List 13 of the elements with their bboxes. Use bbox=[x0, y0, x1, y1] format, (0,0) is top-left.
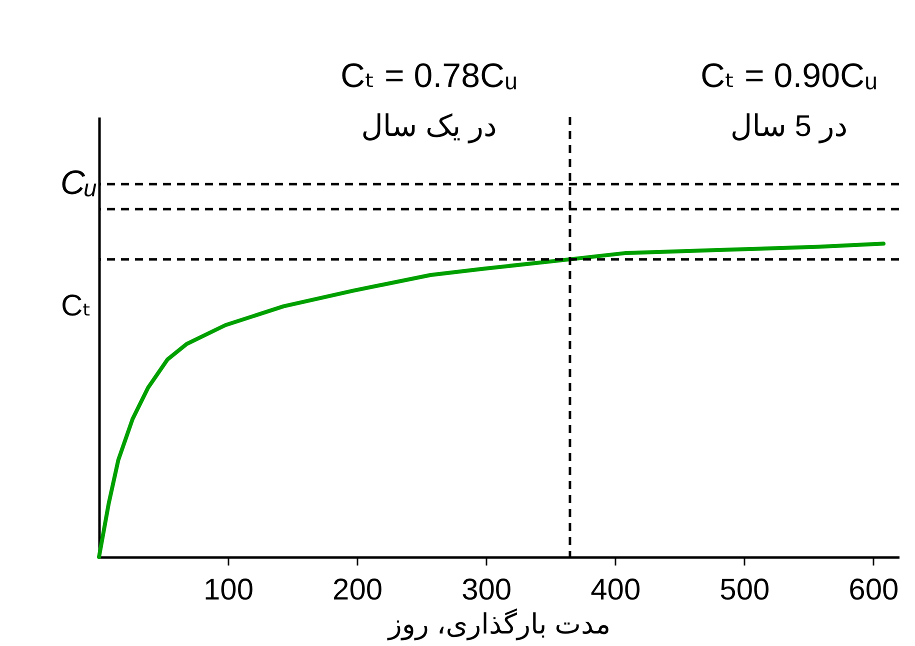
x-tick-label: 200 bbox=[332, 574, 383, 606]
text: در 5 سال bbox=[730, 110, 848, 144]
x-tick-label: 100 bbox=[204, 574, 254, 606]
text: Cₜ = 0.78Cᵤ bbox=[340, 57, 518, 95]
x-tick-label: 400 bbox=[590, 574, 641, 606]
text: در یک سال bbox=[361, 110, 497, 144]
x-tick-label: 300 bbox=[462, 574, 512, 606]
y-axis-title: Cₜ bbox=[60, 290, 92, 323]
x-axis-title: مدت بارگذاری، روز bbox=[386, 608, 611, 640]
x-tick-label: 600 bbox=[848, 574, 899, 606]
text: Cₜ = 0.90Cᵤ bbox=[700, 57, 878, 95]
x-tick-label: 500 bbox=[720, 574, 770, 606]
ref-line-label: Cᵤ bbox=[60, 164, 97, 202]
